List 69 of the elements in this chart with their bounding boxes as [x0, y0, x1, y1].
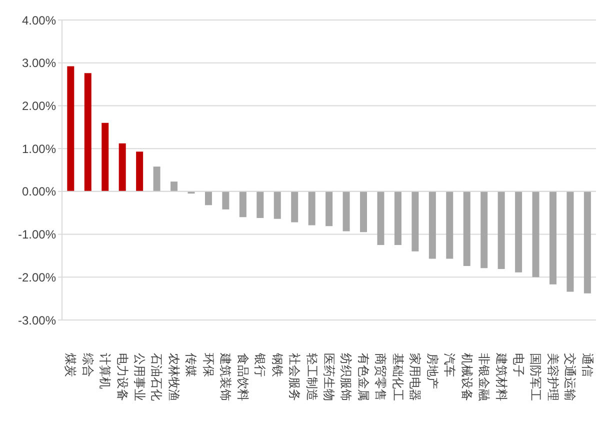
x-tick-label: 环保: [201, 353, 216, 377]
x-tick-label: 非银金融: [477, 353, 492, 401]
x-tick-label: 电子: [511, 353, 526, 377]
x-tick-label: 通信: [580, 353, 594, 377]
x-tick-label: 有色金属: [356, 353, 370, 401]
bar: [84, 73, 92, 192]
bar: [136, 152, 144, 192]
bar: [446, 191, 454, 259]
bar: [291, 191, 298, 222]
bar: [549, 191, 556, 284]
bar: [360, 191, 368, 232]
x-tick-label: 汽车: [442, 353, 457, 377]
x-tick-label: 基础化工: [390, 353, 405, 401]
bar: [515, 191, 522, 272]
x-tick-label: 商贸零售: [374, 353, 388, 401]
bar: [428, 191, 436, 259]
bar: [170, 182, 178, 192]
bar: [274, 191, 281, 219]
x-tick-label: 钢铁: [270, 352, 284, 377]
x-tick-label: 建筑材料: [494, 352, 508, 401]
bar: [102, 122, 109, 192]
bar: [67, 66, 74, 192]
bar: [412, 191, 419, 252]
x-tick-label: 农林牧渔: [166, 353, 181, 401]
x-tick-label: 纺织服饰: [339, 353, 354, 401]
x-tick-label: 综合: [80, 353, 95, 377]
x-tick-label: 美容护理: [546, 353, 560, 401]
bar: [532, 191, 540, 278]
bar: [566, 191, 574, 292]
x-tick-label: 电力设备: [115, 353, 130, 401]
x-tick-label: 传媒: [184, 353, 198, 377]
bar: [239, 191, 246, 218]
x-tick-label: 机械设备: [460, 353, 474, 401]
bar: [222, 191, 230, 210]
bar: [498, 191, 505, 269]
x-tick-label: 医药生物: [322, 353, 336, 401]
bar: [342, 191, 350, 232]
x-tick-label: 交通运输: [563, 353, 578, 401]
bar: [394, 191, 402, 245]
bar: [463, 191, 470, 266]
bar: [308, 191, 316, 226]
y-tick-label: 3.00%: [22, 56, 56, 70]
bar: [153, 166, 160, 192]
y-tick-label: 0.00%: [22, 184, 56, 199]
x-tick-label: 煤炭: [64, 353, 78, 377]
bar: [480, 191, 488, 268]
bar: [118, 143, 126, 192]
x-tick-label: 轻工制造: [304, 353, 319, 401]
x-tick-label: 公用事业: [132, 353, 147, 401]
y-tick-label: -2.00%: [18, 270, 56, 284]
x-tick-label: 建筑装饰: [218, 352, 233, 401]
bar: [377, 191, 384, 245]
x-tick-label: 计算机: [98, 353, 112, 389]
bar: [326, 191, 333, 226]
x-tick-label: 银行: [253, 352, 268, 377]
x-tick-label: 房地产: [425, 353, 440, 389]
bar: [204, 191, 212, 206]
x-tick-label: 国防军工: [528, 353, 543, 401]
y-tick-label: -3.00%: [18, 313, 56, 328]
bar: [256, 191, 264, 218]
y-tick-label: 1.00%: [22, 142, 56, 156]
x-tick-label: 石油石化: [150, 353, 164, 401]
bar: [584, 191, 591, 294]
x-tick-label: 食品饮料: [236, 353, 250, 401]
y-tick-label: 2.00%: [22, 98, 56, 113]
x-tick-label: 家用电器: [408, 353, 422, 401]
y-tick-label: 4.00%: [22, 13, 56, 28]
y-tick-label: -1.00%: [18, 228, 56, 242]
x-tick-label: 社会服务: [288, 353, 302, 401]
